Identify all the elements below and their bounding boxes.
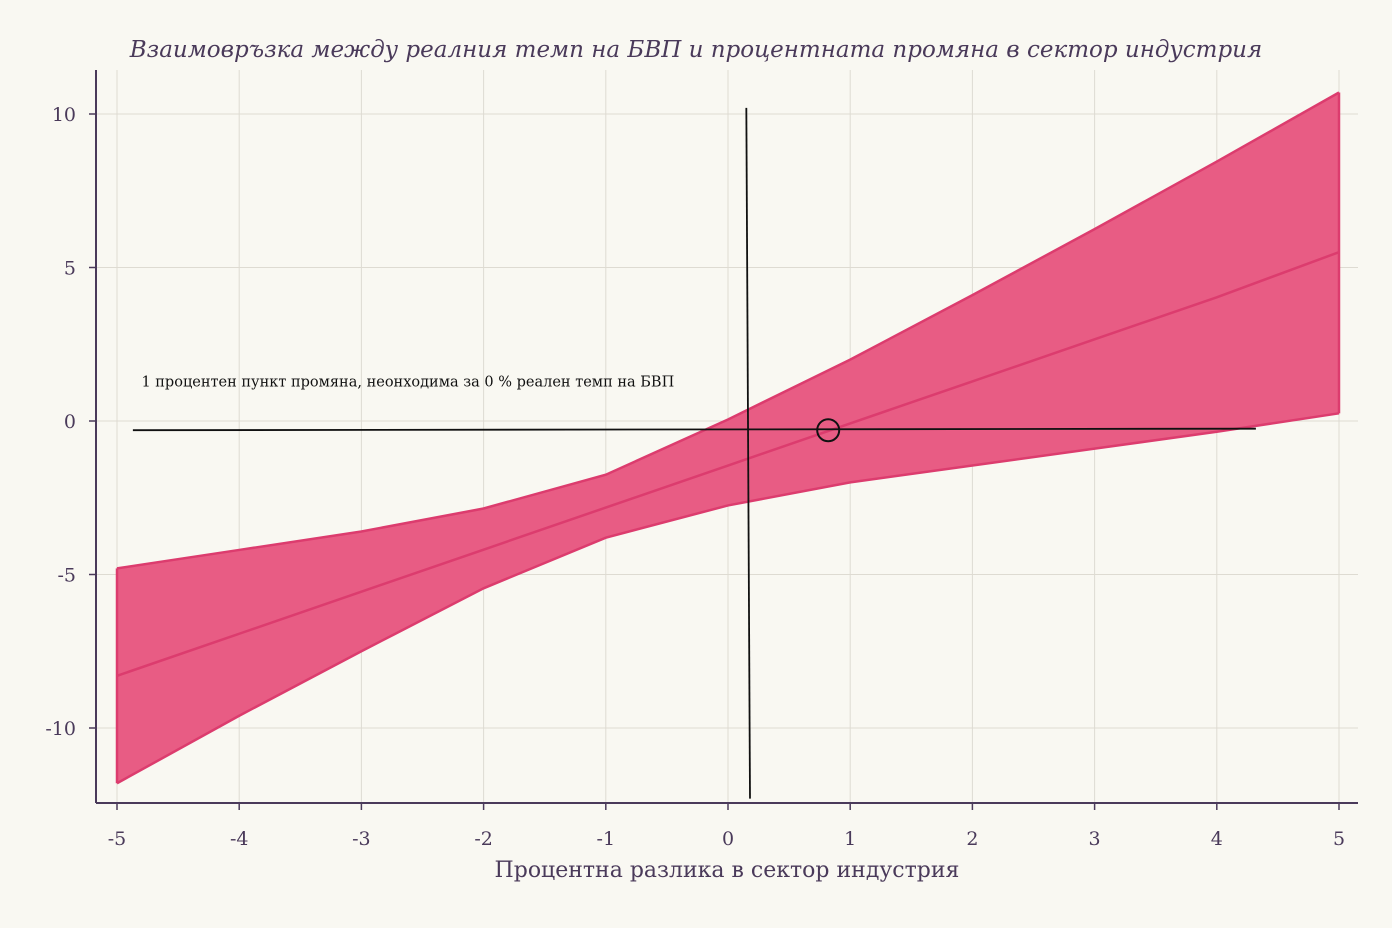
band-lower-line: [116, 412, 1340, 785]
y-tick-label: 10: [52, 104, 76, 126]
annotation-label: 1 процентен пункт промяна, неонходима за…: [141, 375, 674, 391]
x-tick-label: -3: [352, 828, 371, 850]
y-tick-label: 0: [64, 411, 76, 433]
x-tick-label: 3: [1089, 828, 1101, 850]
vertical-reference-line: [745, 107, 751, 799]
x-tick-label: -1: [597, 828, 616, 850]
band-area: [117, 92, 1339, 784]
chart-title: Взаимовръзка между реалния темп на БВП и…: [129, 37, 1262, 63]
x-tick-label: -4: [230, 828, 249, 850]
y-tick-label: -10: [45, 718, 76, 740]
x-tick-label: -5: [108, 828, 127, 850]
y-tick-label: 5: [64, 258, 76, 280]
horizontal-reference-line: [132, 427, 1256, 432]
x-axis-title: Процентна разлика в сектор индустрия: [495, 858, 960, 883]
fit-line: [116, 250, 1340, 677]
highlight-point: [816, 418, 841, 443]
axes: [95, 70, 1358, 804]
band-upper-line: [116, 91, 1340, 570]
x-tick-label: 2: [966, 828, 978, 850]
confidence-band: [115, 91, 1341, 785]
x-tick-label: -2: [474, 828, 493, 850]
x-tick-label: 5: [1333, 828, 1345, 850]
x-tick-label: 0: [722, 828, 734, 850]
x-tick-label: 4: [1211, 828, 1223, 850]
x-tick-label: 1: [844, 828, 856, 850]
reference-lines: [132, 107, 1256, 799]
y-tick-label: -5: [57, 565, 76, 587]
